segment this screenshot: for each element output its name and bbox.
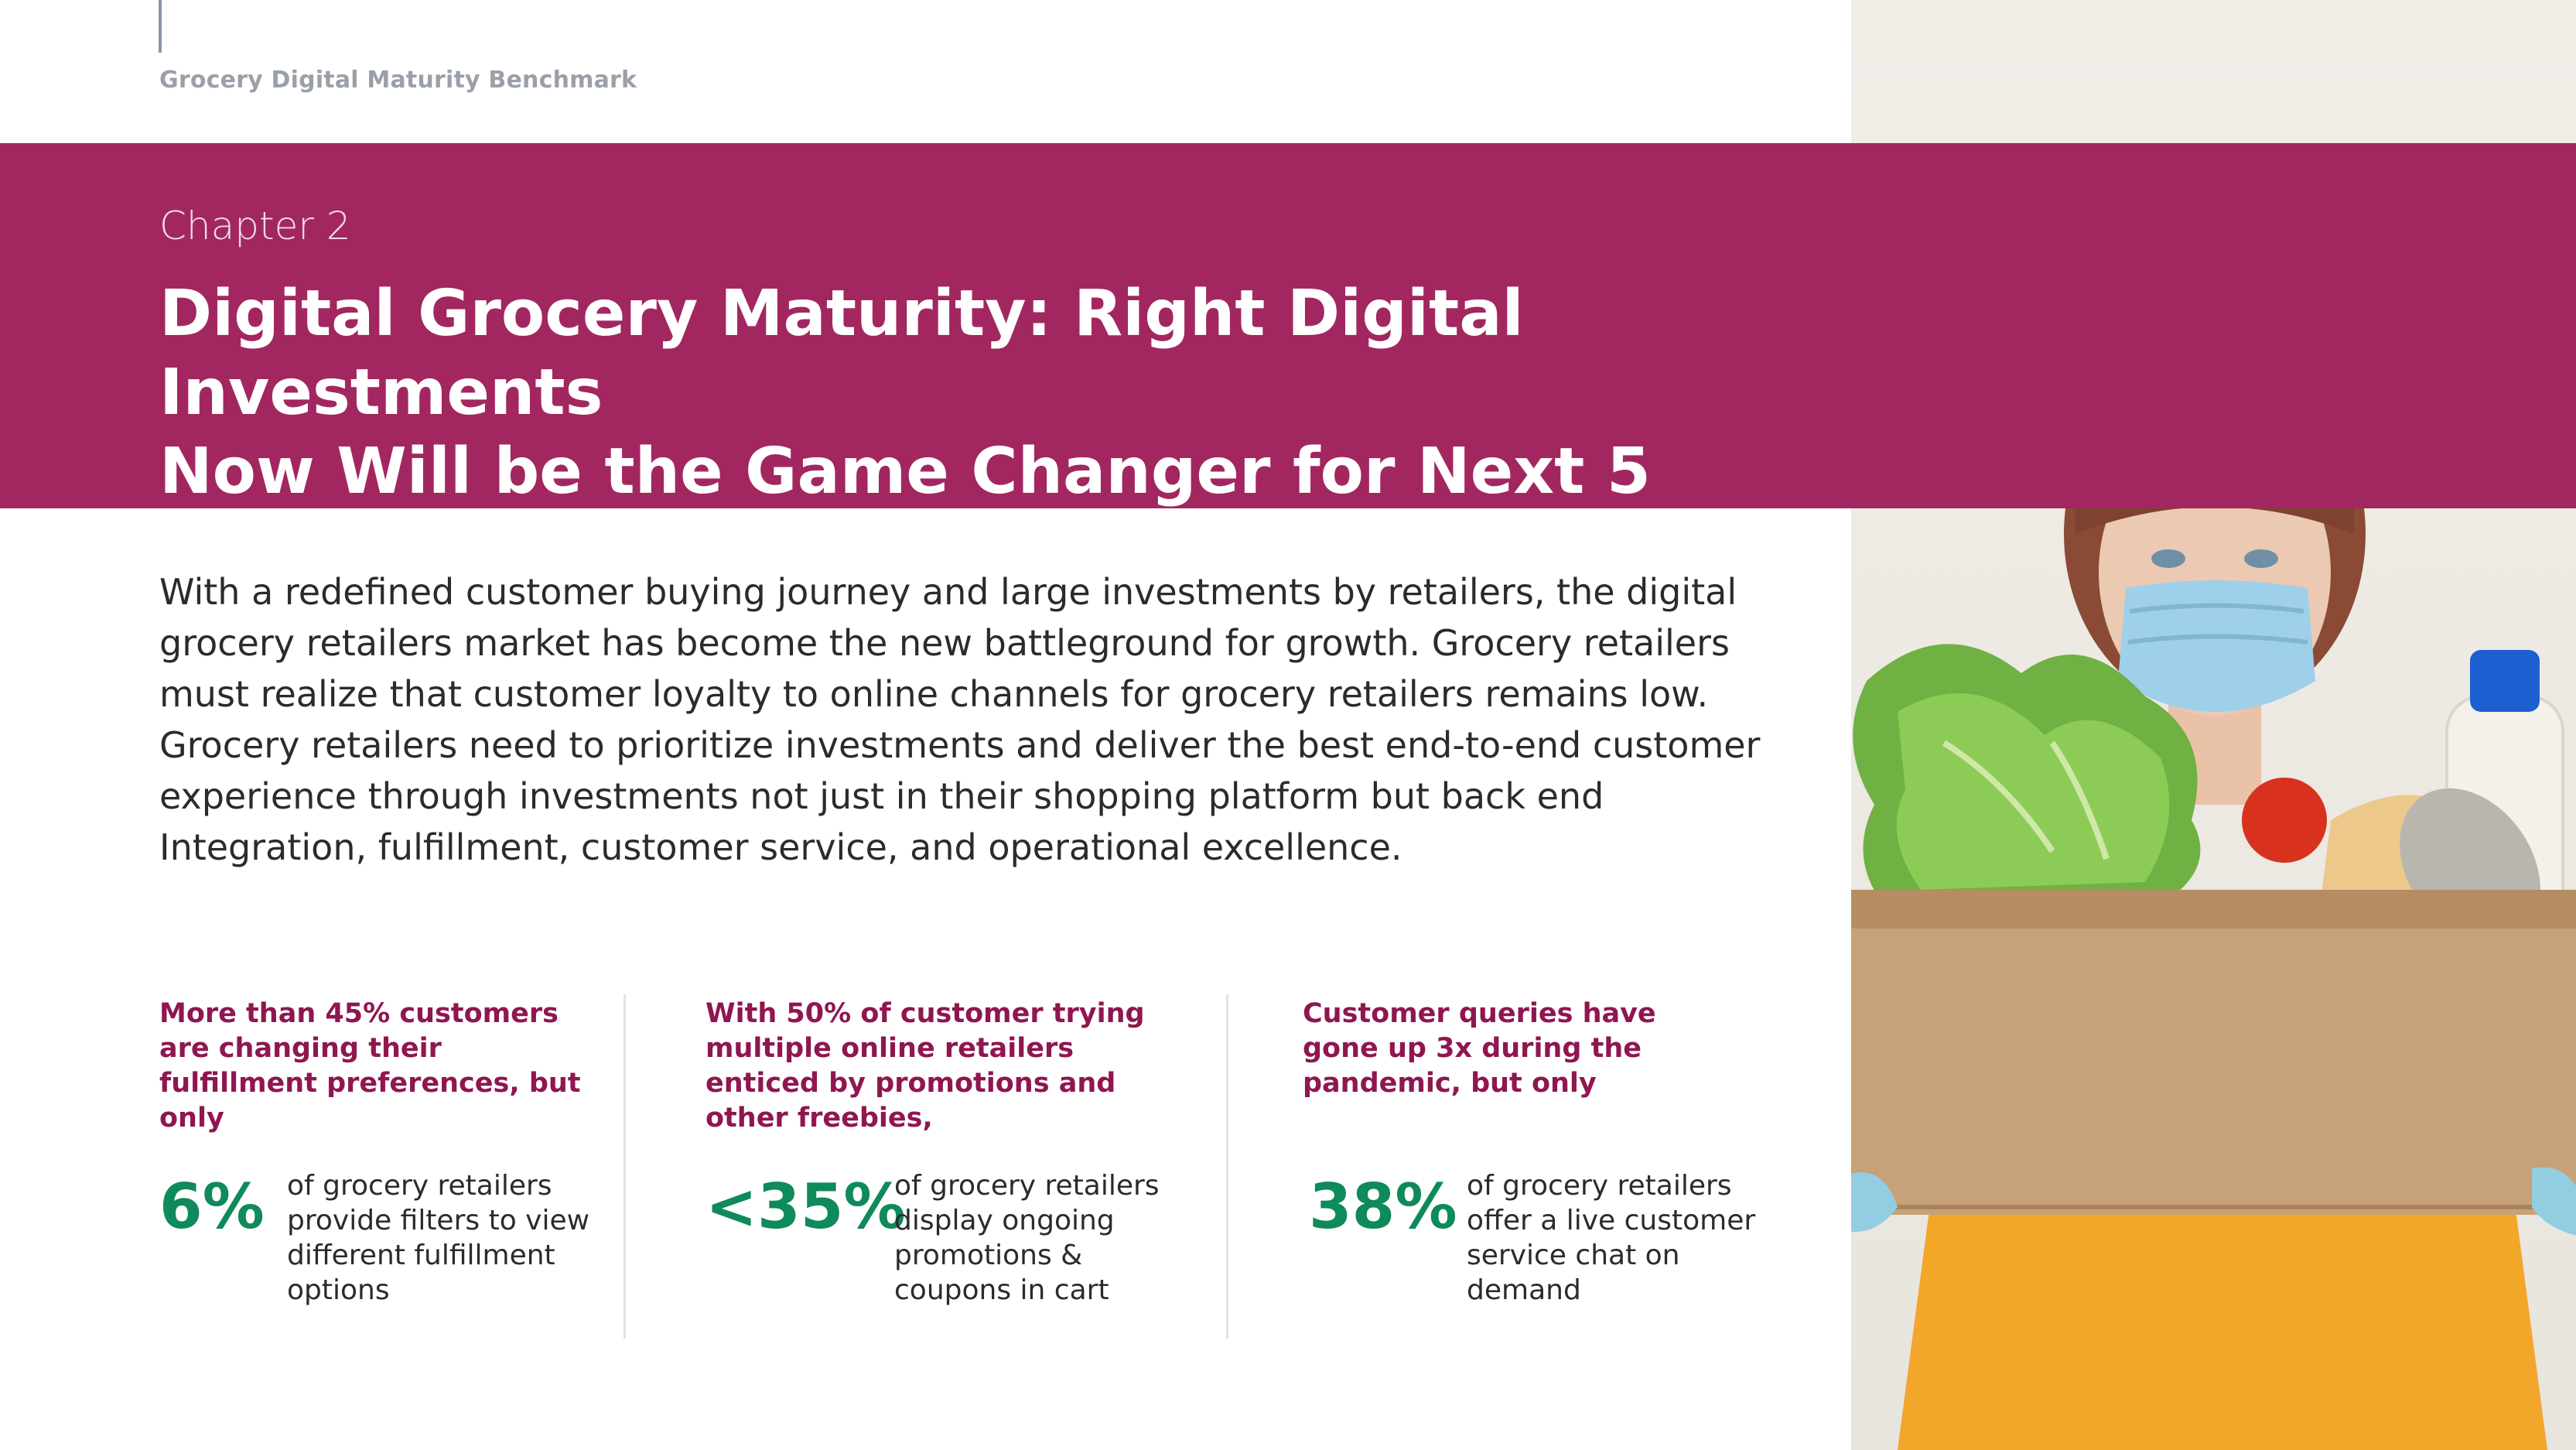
stat-value: <35% <box>705 1171 906 1243</box>
stat-description: of grocery retailers display ongoing pro… <box>894 1170 1160 1306</box>
stat-heading: Customer queries have gone up 3x during … <box>1303 998 1656 1099</box>
headline-line-2: Now Will be the Game Changer for Next 5 … <box>159 435 1651 587</box>
chapter-banner <box>0 143 2576 508</box>
chapter-label: Chapter 2 <box>159 203 351 248</box>
stat-block-promotions: With 50% of customer trying multiple onl… <box>705 997 1185 1306</box>
stat-block-fulfillment: More than 45% customers are changing the… <box>159 997 593 1306</box>
stat-block-customer-service: Customer queries have gone up 3x during … <box>1303 997 1782 1306</box>
stat-value: 6% <box>159 1171 265 1243</box>
stat-heading: More than 45% customers are changing the… <box>159 998 581 1134</box>
stat-divider <box>624 994 626 1339</box>
headline-line-1: Digital Grocery Maturity: Right Digital … <box>159 277 1524 429</box>
stat-description: of grocery retailers offer a live custom… <box>1467 1170 1756 1306</box>
stat-description: of grocery retailers provide filters to … <box>287 1170 590 1306</box>
header-accent-rule <box>159 0 162 53</box>
intro-paragraph: With a redefined customer buying journey… <box>159 571 1761 868</box>
stat-heading: With 50% of customer trying multiple onl… <box>705 998 1145 1134</box>
chapter-headline: Digital Grocery Maturity: Right Digital … <box>159 275 1784 590</box>
document-title: Grocery Digital Maturity Benchmark <box>159 67 637 94</box>
stat-value: 38% <box>1309 1171 1457 1243</box>
stat-divider <box>1226 994 1228 1339</box>
